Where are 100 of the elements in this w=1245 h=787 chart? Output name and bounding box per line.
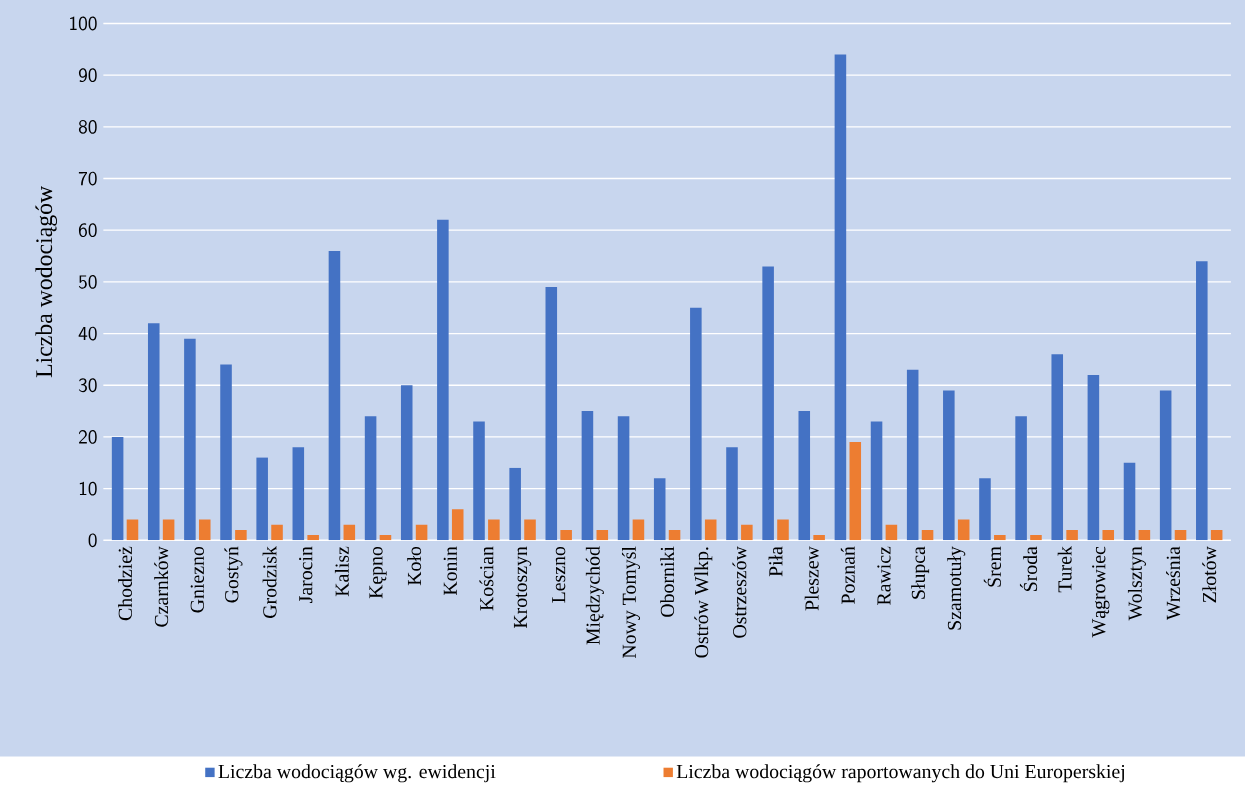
bar <box>1174 529 1187 541</box>
y-tick-label: 10 <box>79 481 97 496</box>
bar <box>957 519 970 541</box>
legend-label: Liczba wodociągów wg. ewidencji <box>218 764 496 783</box>
bar <box>704 519 717 541</box>
x-tick-label: Konin <box>443 546 457 596</box>
bar <box>220 364 232 541</box>
bar <box>885 524 898 541</box>
bar <box>762 266 774 541</box>
bar <box>343 524 356 541</box>
bar <box>488 519 500 541</box>
y-tick-label: 100 <box>70 16 97 31</box>
bar <box>1123 462 1136 541</box>
y-tick-label: 80 <box>78 119 97 134</box>
bar <box>849 442 862 541</box>
x-tick-label: Gostyń <box>224 546 243 603</box>
bar <box>1159 390 1172 541</box>
y-tick-label: 0 <box>88 533 97 548</box>
bar <box>126 519 139 541</box>
x-tick-label: Kościan <box>479 546 494 611</box>
x-tick-label: Złotów <box>1202 546 1217 603</box>
x-tick-label: Kalisz <box>334 546 349 597</box>
bar <box>979 478 991 541</box>
bar <box>690 307 702 541</box>
bar <box>560 529 572 541</box>
bar <box>632 519 645 541</box>
y-tick-label: 70 <box>78 171 97 186</box>
bar <box>473 421 485 541</box>
x-tick-label: Międzychód <box>585 546 604 645</box>
bar <box>1210 529 1223 541</box>
bar <box>906 369 919 541</box>
bar <box>437 219 449 541</box>
bar <box>726 447 738 541</box>
bar <box>1051 354 1064 541</box>
bar <box>921 529 934 541</box>
x-tick-label: Rawicz <box>877 546 891 605</box>
bar <box>596 529 609 541</box>
bar <box>415 524 428 541</box>
x-tick-label: Śrem <box>983 546 1001 587</box>
x-tick-label: Ostrów Wlkp. <box>694 547 713 658</box>
bar <box>617 416 630 541</box>
y-tick-label: 20 <box>78 429 97 444</box>
x-tick-label: Gniezno <box>190 546 204 613</box>
bar <box>328 250 341 541</box>
x-tick-label: Koło <box>407 546 422 586</box>
bar <box>834 54 847 541</box>
bar <box>1030 535 1042 541</box>
x-tick-label: Wągrowiec <box>1092 546 1110 638</box>
x-tick-label: Nowy Tomyśl <box>621 546 641 659</box>
bar <box>524 519 536 541</box>
x-tick-label: Oborniki <box>660 546 675 617</box>
bar <box>1196 261 1208 541</box>
x-tick-label: Grodzisk <box>262 546 277 618</box>
x-tick-label: Piła <box>768 546 783 577</box>
bar <box>184 338 196 541</box>
x-tick-label: Ostrzeszów <box>732 546 747 638</box>
bar <box>943 390 955 541</box>
bar <box>813 535 825 541</box>
bar <box>364 416 377 541</box>
bar <box>111 436 124 541</box>
bar <box>451 509 464 541</box>
bar <box>307 535 319 541</box>
x-tick-label: Słupca <box>911 546 930 599</box>
bar <box>509 467 521 541</box>
x-tick-label: Turek <box>1057 546 1072 593</box>
bar <box>1066 529 1078 541</box>
bar <box>271 524 283 541</box>
bar <box>741 524 753 541</box>
legend-label: Liczba wodociągów raportowanych do Uni Europerskiej <box>676 764 1125 783</box>
x-tick-label: Szamotuły <box>947 546 966 630</box>
bar <box>1102 529 1115 541</box>
y-tick-label: 40 <box>78 326 97 341</box>
bar <box>292 447 305 541</box>
y-axis-title: Liczba wodociągów <box>35 185 58 378</box>
bar <box>994 535 1006 541</box>
x-tick-label: Wolsztyn <box>1127 546 1146 621</box>
bar <box>870 421 883 541</box>
bar <box>256 457 268 541</box>
bar <box>1087 374 1100 541</box>
bar <box>162 519 175 541</box>
bar <box>1015 416 1027 541</box>
x-tick-label: Września <box>1166 546 1181 621</box>
x-tick-label: Krotoszyn <box>513 546 532 629</box>
bar <box>379 535 392 541</box>
y-tick-label: 90 <box>78 68 97 83</box>
y-tick-label: 50 <box>78 274 97 289</box>
bar <box>668 529 681 541</box>
bar <box>798 411 811 541</box>
bar <box>198 519 211 541</box>
bar <box>400 385 413 541</box>
bar <box>777 519 789 541</box>
x-tick-label: Środa <box>1019 546 1038 591</box>
x-tick-label: Pleszew <box>804 546 819 611</box>
bar <box>653 478 666 541</box>
x-tick-label: Kępno <box>369 546 387 599</box>
bar <box>581 411 594 541</box>
bar <box>1138 529 1151 541</box>
y-tick-label: 30 <box>78 378 97 393</box>
x-tick-label: Czarnków <box>154 546 169 627</box>
x-tick-label: Chodzież <box>118 546 132 621</box>
